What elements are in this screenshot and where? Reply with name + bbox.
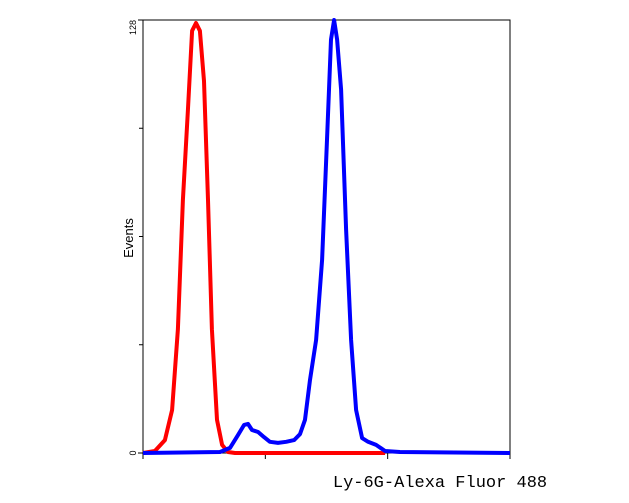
- histogram-line: [142, 18, 511, 455]
- histogram-line: [142, 21, 386, 455]
- x-axis-label: Ly-6G-Alexa Fluor 488: [333, 474, 547, 493]
- y-tick-label: 0: [128, 450, 138, 455]
- y-axis-label: Events: [121, 218, 136, 258]
- plot-frame: [142, 19, 511, 454]
- y-tick-label: 128: [128, 20, 138, 35]
